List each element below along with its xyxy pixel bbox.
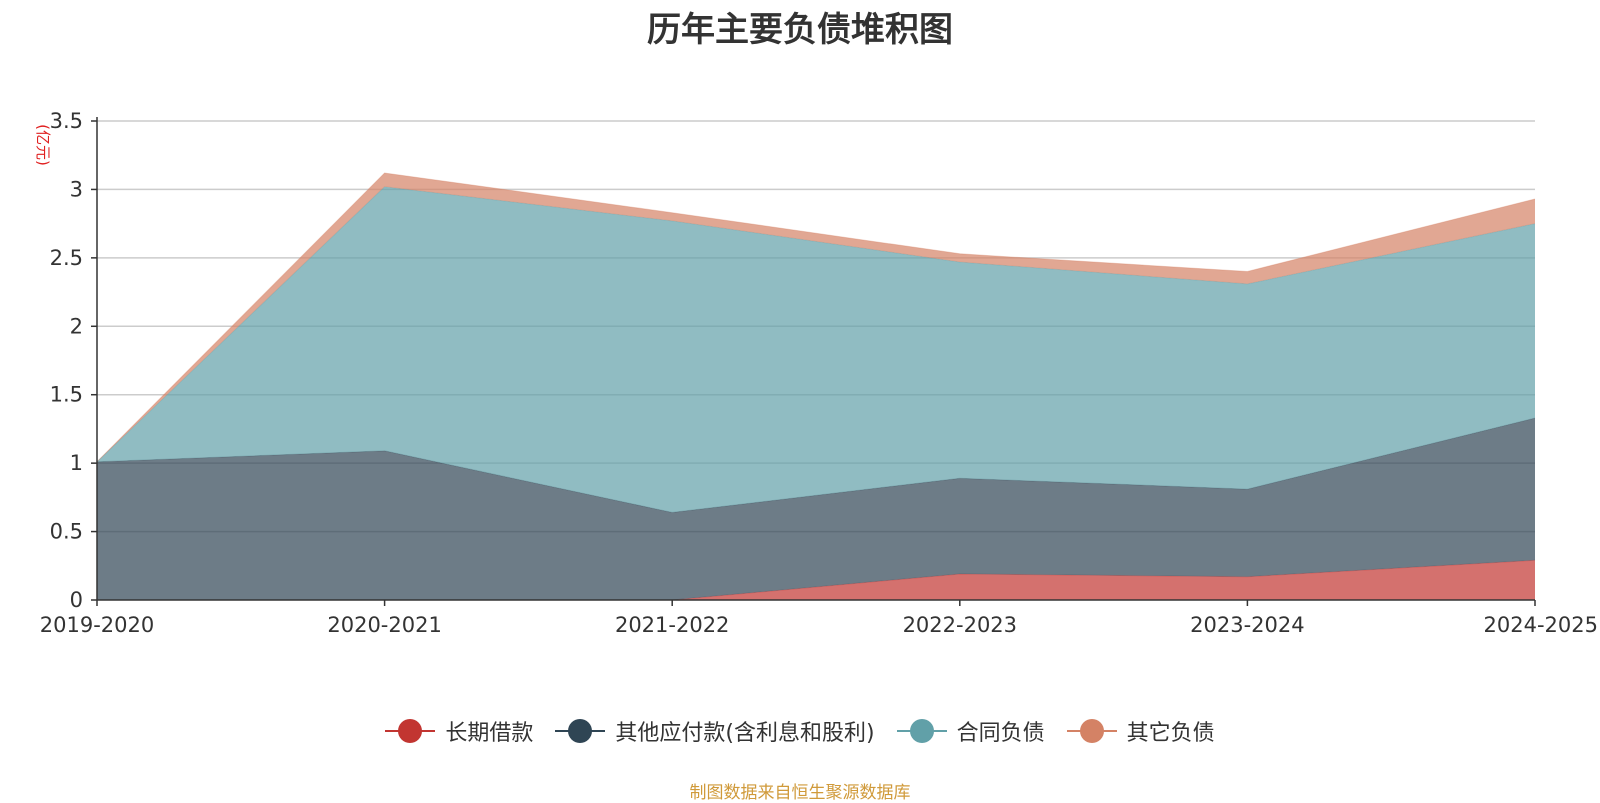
chart-title: 历年主要负债堆积图 [647, 10, 953, 50]
legend-label: 其他应付款(含利息和股利) [615, 721, 875, 746]
y-tick-label: 0.5 [50, 520, 83, 544]
y-unit-label: (亿元) [34, 124, 52, 166]
area-edge-3 [96, 172, 1536, 463]
legend: 长期借款 其他应付款(含利息和股利) 合同负债 其它负债 [0, 715, 1600, 747]
legend-item-3[interactable]: 其它负债 [1066, 715, 1215, 747]
x-tick-label: 2021-2022 [615, 613, 729, 637]
y-tick-label: 1.5 [50, 383, 83, 407]
y-tick-label: 2 [70, 314, 83, 338]
x-tick-label: 2023-2024 [1190, 613, 1304, 637]
area-series-2[interactable] [97, 186, 1535, 513]
area-series-0[interactable] [97, 560, 1535, 600]
legend-label: 合同负债 [956, 721, 1045, 746]
legend-marker-icon [555, 719, 606, 743]
legend-label: 长期借款 [445, 721, 534, 746]
x-tick-label: 2019-2020 [40, 613, 154, 637]
area-series-1[interactable] [97, 418, 1535, 600]
y-tick-label: 3.5 [50, 109, 83, 133]
legend-item-0[interactable]: 长期借款 [385, 715, 533, 747]
axes [91, 117, 1536, 606]
legend-item-2[interactable]: 合同负债 [896, 715, 1045, 747]
x-tick-label: 2022-2023 [903, 613, 1017, 637]
y-tick-label: 0 [70, 588, 83, 612]
y-tick-label: 3 [70, 177, 83, 201]
y-tick-label: 1 [70, 451, 83, 475]
y-tick-label: 2.5 [50, 246, 83, 270]
legend-item-1[interactable]: 其他应付款(含利息和股利) [555, 715, 875, 747]
legend-label: 其它负债 [1126, 721, 1215, 746]
x-tick-label: 2024-2025 [1484, 613, 1598, 637]
source-note: 制图数据来自恒生聚源数据库 [689, 783, 911, 803]
legend-marker-icon [896, 719, 947, 743]
tick-labels: 0 0.5 1 1.5 2 2.5 3 3.5 2019-2020 2020-2021 2021-2… [34, 109, 1598, 637]
legend-marker-icon [385, 719, 436, 743]
area-layer [96, 172, 1536, 601]
legend-marker-icon [1066, 719, 1117, 743]
x-tick-label: 2020-2021 [327, 613, 441, 637]
